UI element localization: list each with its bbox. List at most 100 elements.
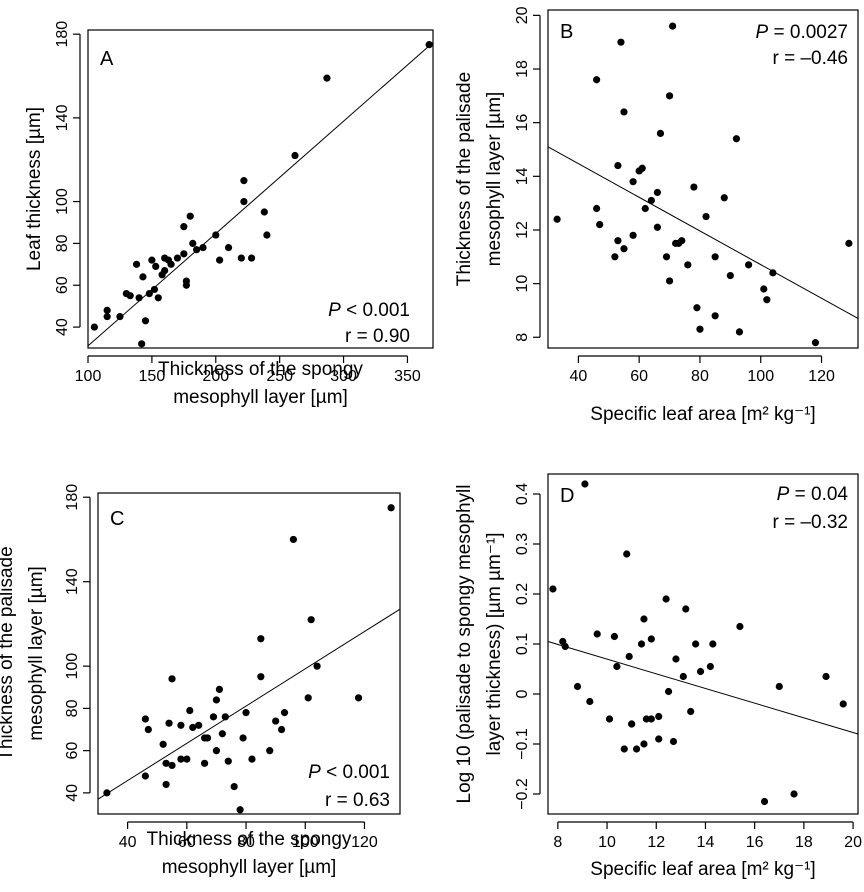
data-point	[183, 755, 191, 763]
data-point	[628, 720, 636, 728]
data-point	[186, 706, 194, 715]
data-point	[690, 183, 698, 191]
data-point	[581, 480, 589, 488]
data-point	[139, 273, 147, 281]
data-point	[103, 313, 111, 321]
x-axis-label: mesophyll layer [µm]	[173, 387, 348, 408]
data-point	[291, 151, 299, 160]
data-point	[162, 759, 170, 767]
scatter-panel-a: 100 150 200 250 300 350 40 60 80 100 140 180 A P < 0.…	[24, 21, 434, 408]
panel-letter: C	[110, 508, 124, 530]
x-axis-label: Thickness of the spongy	[147, 829, 352, 850]
data-point	[182, 277, 190, 285]
data-point	[200, 759, 209, 767]
data-point	[141, 772, 149, 780]
data-point	[625, 652, 633, 661]
data-point	[678, 237, 686, 245]
x-axis-label: Specific leaf area [m² kg⁻¹]	[590, 859, 815, 880]
data-point	[180, 223, 188, 231]
data-point	[313, 662, 321, 670]
data-point	[162, 780, 170, 789]
data-point	[224, 757, 232, 765]
data-point	[203, 734, 212, 742]
data-point	[682, 605, 690, 613]
y-tick-label: 18	[514, 60, 531, 78]
data-point	[387, 504, 395, 512]
data-point	[687, 707, 695, 716]
data-point	[141, 715, 149, 723]
data-point	[260, 208, 268, 216]
data-point	[221, 713, 229, 721]
data-point	[665, 277, 674, 285]
data-point	[839, 700, 847, 708]
y-axis-label: mesophyll layer [µm]	[484, 92, 505, 267]
scatter-panel-b: 40 60 80 100 120 8 10 12 14 16 18 20 B P = 0.0027 r = …	[454, 6, 859, 425]
data-point	[811, 339, 820, 347]
data-point	[647, 635, 655, 643]
data-point	[769, 269, 777, 277]
scatter-panel-d: 8 10 12 14 16 18 20 −0.2 −0.1 0 0.1 0.2 0.3 0.4 D P = 0…	[454, 473, 862, 880]
data-point	[620, 245, 628, 253]
data-point	[165, 719, 173, 727]
data-point	[152, 262, 160, 271]
y-tick-label: 140	[54, 104, 71, 131]
data-point	[224, 243, 233, 252]
data-point	[573, 682, 582, 691]
x-tick-label: 350	[394, 368, 421, 385]
data-point	[103, 789, 111, 797]
data-point	[280, 709, 289, 717]
data-point	[763, 296, 771, 304]
data-point	[307, 616, 315, 624]
y-tick-label: 10	[514, 275, 531, 293]
y-tick-label: 8	[514, 333, 531, 342]
data-point	[637, 640, 646, 648]
data-point	[709, 640, 717, 648]
y-tick-label: 180	[64, 484, 81, 511]
data-point	[242, 709, 250, 717]
data-point	[638, 164, 646, 172]
regression-line	[97, 608, 401, 800]
y-tick-label: 60	[64, 742, 81, 760]
data-point	[154, 294, 162, 302]
x-tick-label: 300	[330, 368, 357, 385]
y-tick-label: 100	[64, 653, 81, 680]
data-point	[148, 256, 156, 264]
data-point	[257, 673, 265, 681]
x-tick-label: 16	[746, 834, 764, 851]
data-point	[138, 340, 146, 348]
y-tick-label: 80	[64, 699, 81, 717]
data-point	[168, 675, 176, 683]
data-point	[289, 535, 298, 544]
data-point	[277, 725, 286, 734]
data-point	[218, 730, 226, 738]
y-tick-label: 40	[64, 784, 81, 802]
data-point	[702, 212, 710, 221]
data-point	[610, 632, 619, 641]
data-point	[655, 735, 663, 743]
data-point	[593, 630, 601, 638]
data-point	[159, 740, 167, 748]
data-point	[195, 721, 203, 729]
x-tick-label: 250	[266, 368, 293, 385]
y-axis-label: Log 10 (palisade to spongy mesophyll	[454, 485, 475, 804]
data-point	[647, 196, 655, 205]
data-point	[212, 696, 221, 704]
data-point	[141, 317, 150, 325]
data-point	[180, 250, 188, 258]
x-axis-label: mesophyll layer [µm]	[162, 857, 337, 878]
data-point	[354, 694, 363, 702]
data-point	[549, 585, 557, 593]
data-point	[613, 662, 621, 671]
data-point	[629, 231, 637, 239]
data-point	[248, 755, 256, 763]
data-point	[145, 290, 153, 298]
x-axis-label: Specific leaf area [m² kg⁻¹]	[590, 404, 815, 425]
data-point	[605, 715, 614, 723]
y-tick-label: 20	[514, 6, 531, 24]
data-point	[617, 38, 625, 46]
r-value-label: r = –0.46	[772, 48, 848, 69]
data-point	[90, 323, 98, 331]
r-value-label: r = 0.63	[325, 790, 390, 811]
r-value-label: r = –0.32	[772, 512, 848, 533]
